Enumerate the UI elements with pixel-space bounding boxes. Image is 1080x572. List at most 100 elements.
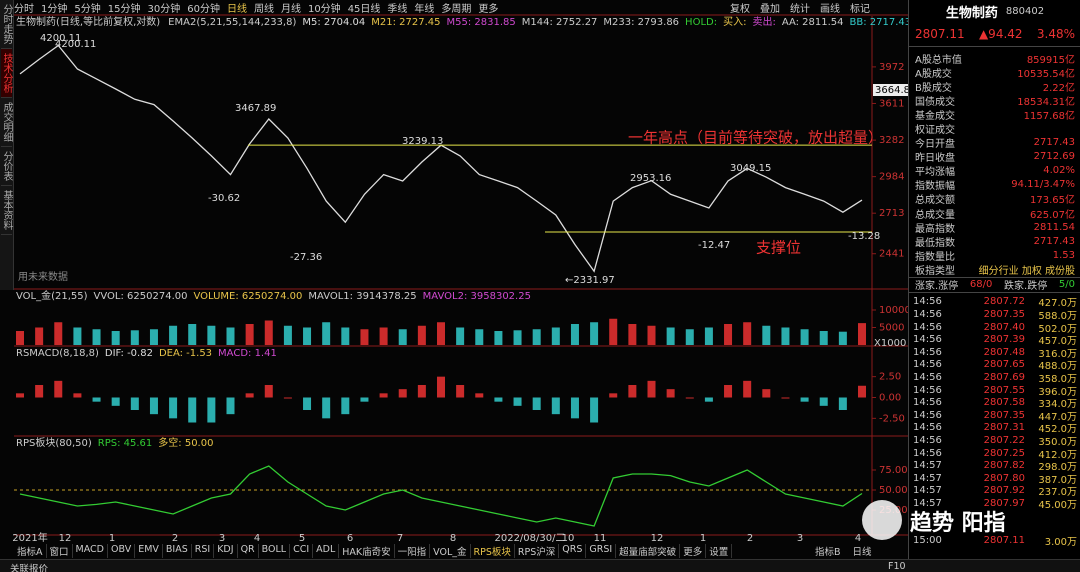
tool-button[interactable]: 复权 [730, 4, 750, 15]
bar [570, 397, 579, 419]
stat-row: 总成交额 173.65亿 [909, 192, 1080, 206]
bar [283, 397, 292, 399]
bar [54, 380, 63, 398]
bar [245, 393, 254, 398]
tick-cell: 14:56 [913, 346, 942, 358]
side-tab[interactable]: 基本资料 [1, 186, 12, 235]
tick-cell: 14:56 [913, 422, 942, 434]
indicator-tab[interactable]: OBV [108, 544, 136, 558]
period-tab[interactable]: 分时 [14, 4, 34, 15]
tick-cell: 2807.22 [983, 434, 1025, 446]
tick-row: 14:56 2807.72 427.0万 [909, 296, 1080, 309]
indicator-tab[interactable]: VOL_金 [430, 544, 471, 558]
indicator-value: RSMACD(8,18,8) [16, 348, 99, 359]
period-tab[interactable]: 月线 [280, 4, 301, 15]
bar [207, 397, 216, 423]
bar [475, 393, 484, 398]
stat-label: 昨日收盘 [915, 153, 955, 165]
indicator-value: M5: 2704.04 [302, 17, 365, 28]
period-tab[interactable]: 更多 [478, 4, 499, 15]
indicator-tab[interactable]: 一阳指 [395, 544, 431, 558]
bar [379, 327, 388, 345]
tool-button[interactable]: 标记 [850, 4, 870, 15]
period-tab[interactable]: 多周期 [441, 4, 472, 15]
tick-cell: 2807.72 [983, 296, 1025, 308]
period-tab[interactable]: 年线 [414, 4, 435, 15]
indicator-value: M233: 2793.86 [603, 17, 679, 28]
stat-label: 指数量比 [915, 251, 955, 263]
x-tick-label: 12 [59, 533, 72, 544]
breadth-item: 68/0 [969, 279, 993, 291]
indicator-tab[interactable]: CCI [290, 544, 314, 558]
indicator-tab[interactable]: 超量庙部突破 [616, 544, 681, 558]
period-tab[interactable]: 10分钟 [307, 4, 341, 15]
indicator-tab[interactable]: BOLL [259, 544, 291, 558]
indicator-tab[interactable]: 指标B [815, 547, 841, 558]
period-tab[interactable]: 1分钟 [41, 4, 68, 15]
tick-cell: 412.0万 [1038, 449, 1077, 461]
indicator-tab[interactable]: BIAS [163, 544, 192, 558]
indicator-tab[interactable]: MACD [73, 544, 108, 558]
quote-price: 2807.11 [915, 27, 965, 41]
indicator-tab[interactable]: ADL [313, 544, 340, 558]
indicator-tab[interactable]: RSI [192, 544, 215, 558]
tick-cell: 14:56 [913, 371, 942, 383]
breadth-item: 涨家.涨停 [915, 281, 959, 293]
period-tab[interactable]: 45日线 [347, 4, 381, 15]
series-line [19, 44, 863, 273]
stat-label: 最高指数 [915, 223, 955, 235]
tool-button[interactable]: 画线 [820, 4, 840, 15]
bar [16, 331, 24, 345]
watermark-icon [862, 500, 902, 540]
bar [762, 389, 771, 398]
stat-label: 总成交量 [915, 209, 955, 221]
stat-label: 国债成交 [915, 96, 955, 108]
tick-cell: 2807.55 [983, 384, 1025, 396]
period-tab[interactable]: 季线 [387, 4, 408, 15]
note: 一年高点（目前等待突破，放出超量） [628, 129, 883, 147]
tick-cell: 2807.58 [983, 397, 1025, 409]
indicator-tab[interactable]: RPS沪深 [515, 544, 560, 558]
indicator-tab[interactable]: QR [238, 544, 259, 558]
indicator-tab[interactable]: 日线 [852, 547, 872, 558]
period-tab[interactable]: 周线 [253, 4, 274, 15]
stat-label: 今日开盘 [915, 139, 955, 151]
y-tick-label: 75.00 [879, 465, 908, 476]
period-tab[interactable]: 5分钟 [74, 4, 101, 15]
period-tab[interactable]: 15分钟 [107, 4, 141, 15]
annotation: 3239.13 [402, 136, 443, 147]
tick-cell: 237.0万 [1038, 487, 1077, 499]
indicator-tab[interactable]: QRS [559, 544, 587, 558]
y-tick-label: 10000 [879, 305, 908, 316]
bar [781, 327, 790, 345]
indicator-value: VOL_金(21,55) [16, 289, 88, 302]
tick-cell: 2807.40 [983, 321, 1025, 333]
indicator-tab[interactable]: 设置 [706, 544, 733, 558]
bar [207, 325, 216, 345]
indicator-tab[interactable]: GRSI [586, 544, 617, 558]
tool-button[interactable]: 叠加 [760, 4, 780, 15]
tick-row: 15:00 2807.11 3.00万 [909, 535, 1080, 548]
indicator-tab[interactable]: 窗口 [47, 544, 73, 558]
breadth: 涨家.涨停 68/0 跌家.跌停 5/0 [909, 278, 1080, 293]
annotation: 4200.11 [55, 39, 96, 50]
indicator-tab[interactable]: HAK庙奇安 [339, 544, 395, 558]
bar [417, 325, 426, 345]
indicator-tab[interactable]: EMV [135, 544, 163, 558]
side-tab[interactable]: 分时走势 [1, 0, 12, 49]
indicator-tab[interactable]: 更多 [680, 544, 707, 558]
tool-button[interactable]: 统计 [790, 4, 810, 15]
period-tab[interactable]: 60分钟 [187, 4, 220, 15]
side-tab[interactable]: 分价表 [1, 147, 12, 186]
stat-value: 2712.69 [1033, 151, 1075, 163]
x-tick-label: 8 [450, 533, 456, 544]
period-tab[interactable]: 30分钟 [147, 4, 181, 15]
note: 支撑位 [756, 239, 801, 257]
side-tab[interactable]: 技术分析 [1, 49, 12, 98]
indicator-tab[interactable]: KDJ [214, 544, 238, 558]
indicator-tab[interactable]: RPS板块 [471, 544, 515, 558]
indicator-tab[interactable]: 指标A [14, 544, 47, 558]
side-tab[interactable]: 成交明细 [1, 98, 12, 147]
tick-row: 14:57 2807.92 237.0万 [909, 485, 1080, 498]
period-tab[interactable]: 日线 [226, 4, 247, 15]
